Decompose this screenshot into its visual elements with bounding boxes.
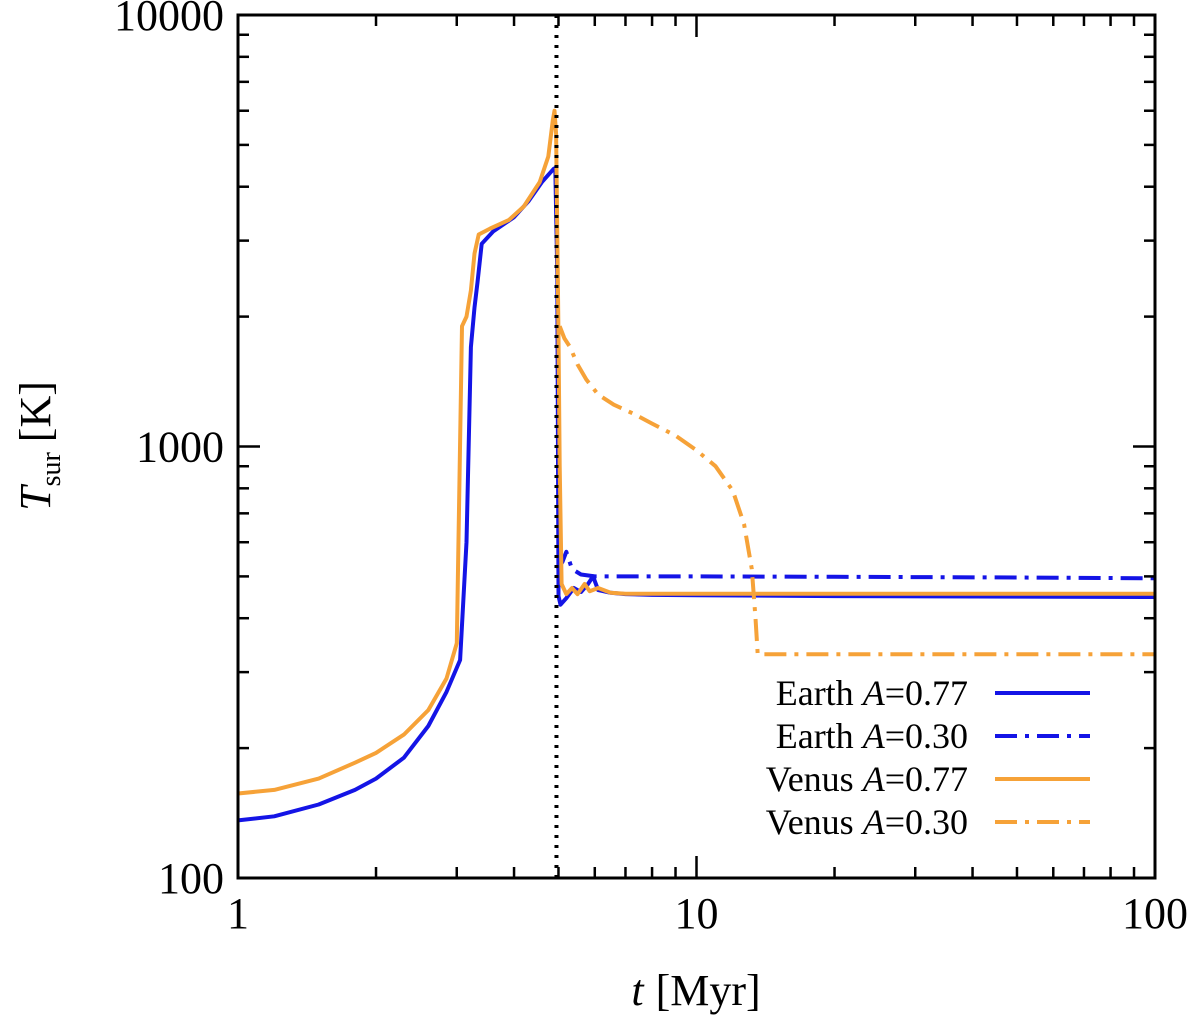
y-tick-label: 100 bbox=[158, 854, 224, 903]
series-layer bbox=[237, 108, 1156, 823]
series-line-2 bbox=[555, 549, 1156, 581]
y-axis-title: Tsur[K] bbox=[11, 381, 67, 511]
legend-label-3: Venus A=0.77 bbox=[766, 759, 968, 799]
y-tick-label: 1000 bbox=[136, 423, 224, 472]
legend-label-4: Venus A=0.30 bbox=[766, 802, 968, 842]
legend-label-1: Earth A=0.77 bbox=[776, 673, 968, 713]
label-layer: 1 10 100 100 1000 10000 bbox=[114, 0, 1188, 938]
y-tick-label: 10000 bbox=[114, 0, 224, 40]
series-line-1 bbox=[237, 166, 1156, 823]
series-line-3 bbox=[237, 108, 1155, 796]
plot-frame bbox=[236, 13, 1157, 880]
tick-layer bbox=[236, 13, 1157, 880]
x-tick-label: 100 bbox=[1122, 889, 1188, 938]
legend-label-2: Earth A=0.30 bbox=[776, 716, 968, 756]
series-line-4 bbox=[557, 325, 1155, 657]
x-tick-label: 1 bbox=[227, 889, 249, 938]
x-tick-label: 10 bbox=[675, 889, 719, 938]
x-axis-title: t [Myr] bbox=[631, 966, 760, 1015]
